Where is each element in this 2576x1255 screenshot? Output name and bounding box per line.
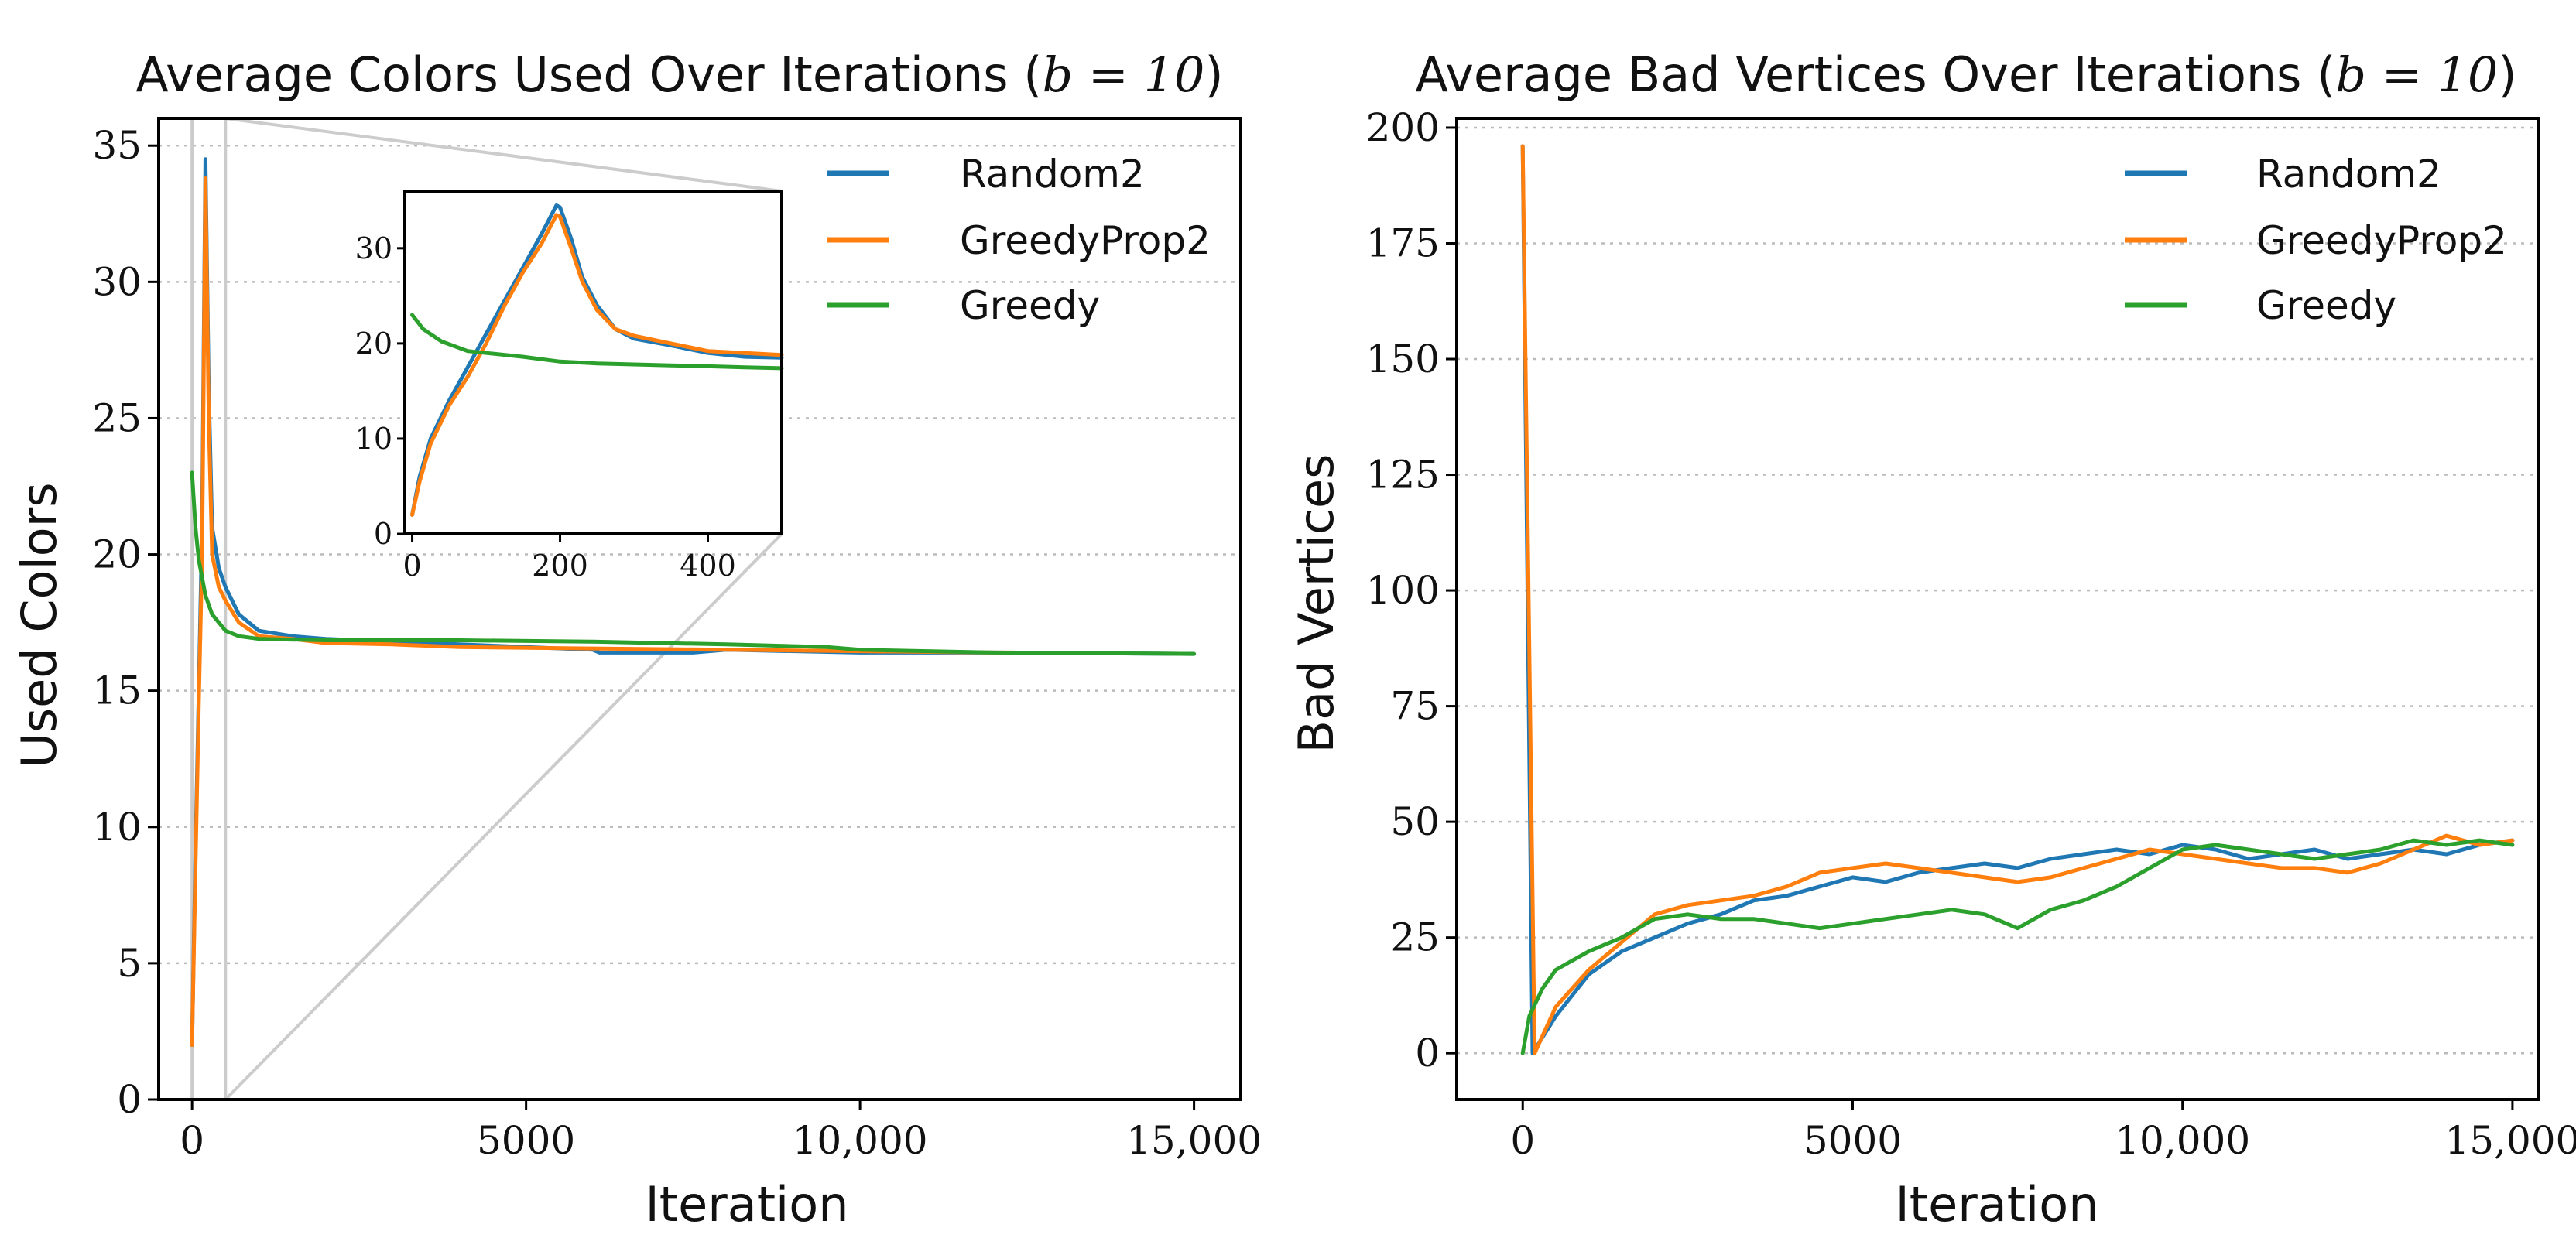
x-axis-label: Iteration	[646, 1176, 849, 1233]
y-tick-label: 30	[92, 259, 142, 304]
series-line-greedy	[190, 470, 1197, 656]
x-axis-ticks: 0 5000 10,000 15,000	[180, 1099, 1262, 1163]
legend: Random2 GreedyProp2 Greedy	[2125, 152, 2507, 328]
y-tick-label: 25	[1390, 915, 1440, 960]
x-tick-label: 15,000	[1126, 1118, 1262, 1163]
x-tick-label: 10,000	[2115, 1118, 2250, 1163]
legend-label-greedyprop2: GreedyProp2	[2256, 218, 2507, 263]
inset-x-axis-ticks: 0 200 400	[402, 534, 736, 583]
y-tick-label: 0	[117, 1077, 142, 1122]
inset-series-lines	[410, 203, 784, 517]
inset-zoom-chart: 0 200 400 0 10 20 30	[355, 190, 784, 583]
series-line-greedy	[1520, 838, 2515, 1055]
series-lines	[190, 157, 1197, 1048]
y-axis-label: Used Colors	[11, 482, 67, 768]
series-line-greedy	[410, 313, 784, 371]
plot-frame	[157, 117, 1242, 1101]
y-tick-label: 50	[1390, 799, 1440, 844]
series-line-greedyprop2	[410, 213, 784, 517]
x-axis-label: Iteration	[1896, 1176, 2099, 1233]
gridlines	[1457, 126, 2539, 1055]
chart-used-colors: Average Colors Used Over Iterations (b =…	[11, 46, 1262, 1233]
y-tick-label: 175	[1366, 221, 1440, 265]
x-tick-label: 200	[532, 549, 588, 583]
x-tick-label: 0	[180, 1118, 204, 1163]
x-tick-label: 0	[1510, 1118, 1535, 1163]
y-axis-ticks: 0 25 50 75 100 125 150 175 200	[1366, 105, 1457, 1075]
y-tick-label: 10	[355, 422, 392, 456]
legend-label-random2: Random2	[960, 152, 1145, 197]
x-tick-label: 400	[680, 549, 736, 583]
x-axis-ticks: 0 5000 10,000 15,000	[1510, 1099, 2576, 1163]
x-tick-label: 5000	[477, 1118, 575, 1163]
zoom-connector-line	[224, 532, 783, 1101]
legend-label-random2: Random2	[2256, 152, 2441, 197]
series-line-greedyprop2	[1520, 144, 2515, 1055]
y-tick-label: 125	[1366, 453, 1440, 498]
y-tick-label: 15	[92, 669, 142, 713]
y-tick-label: 20	[355, 327, 392, 361]
x-tick-label: 0	[402, 549, 421, 583]
y-tick-label: 100	[1366, 568, 1440, 613]
legend-label-greedyprop2: GreedyProp2	[960, 218, 1211, 263]
plot-frame	[1455, 117, 2540, 1101]
series-lines	[1520, 144, 2515, 1055]
x-tick-label: 15,000	[2444, 1118, 2576, 1163]
chart-title: Average Colors Used Over Iterations (b =…	[135, 46, 1223, 103]
y-tick-label: 150	[1366, 337, 1440, 381]
y-tick-label: 200	[1366, 105, 1440, 150]
legend-label-greedy: Greedy	[2256, 283, 2396, 328]
zoom-connector-line	[225, 117, 783, 193]
y-tick-label: 10	[92, 805, 142, 850]
series-line-random2	[410, 203, 784, 517]
y-tick-label: 25	[92, 395, 142, 440]
y-axis-label: Bad Vertices	[1288, 454, 1345, 754]
chart-title: Average Bad Vertices Over Iterations (b …	[1415, 46, 2516, 103]
x-tick-label: 10,000	[793, 1118, 928, 1163]
series-line-random2	[1520, 144, 2515, 1055]
y-axis-ticks: 0 5 10 15 20 25 30 35	[92, 123, 159, 1122]
y-tick-label: 35	[92, 123, 142, 168]
series-line-greedyprop2	[190, 176, 1016, 1048]
y-tick-label: 30	[355, 231, 392, 265]
chart-bad-vertices: Average Bad Vertices Over Iterations (b …	[1288, 46, 2576, 1233]
inset-frame	[403, 190, 783, 535]
y-tick-label: 20	[92, 532, 142, 577]
y-tick-label: 75	[1390, 684, 1440, 729]
y-tick-label: 0	[374, 517, 392, 551]
y-tick-label: 0	[1415, 1031, 1440, 1075]
legend-label-greedy: Greedy	[960, 283, 1100, 328]
legend: Random2 GreedyProp2 Greedy	[827, 152, 1211, 328]
x-tick-label: 5000	[1804, 1118, 1902, 1163]
y-tick-label: 5	[117, 941, 142, 986]
